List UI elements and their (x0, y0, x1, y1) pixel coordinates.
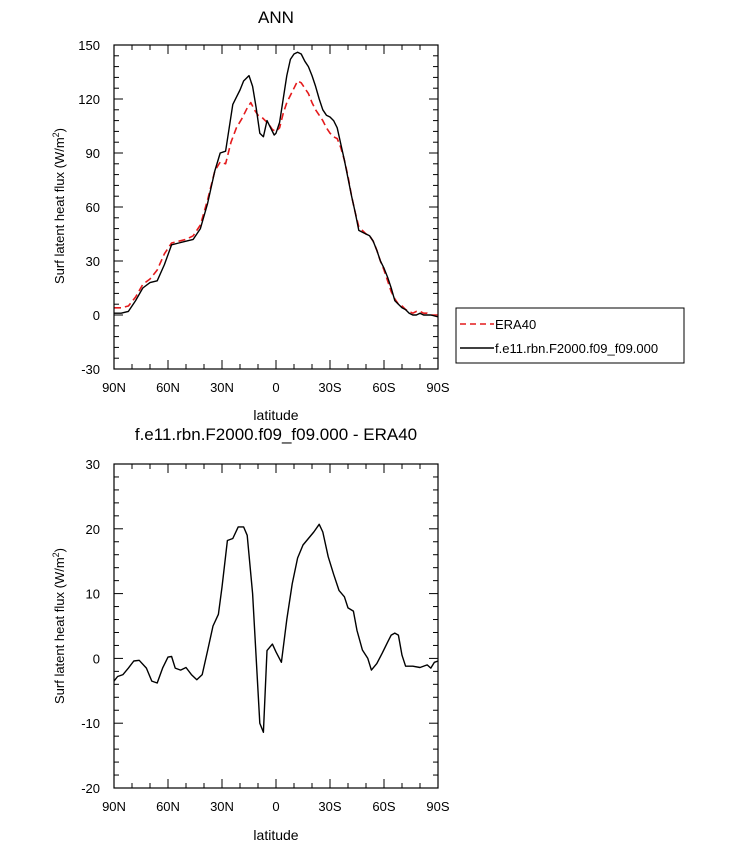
y-tick-label: 60 (86, 200, 100, 215)
plot-lines (114, 51, 439, 318)
axis-ticks (113, 44, 439, 370)
x-tick-label: 0 (272, 799, 279, 814)
y-axis-label-close: ) (52, 128, 67, 132)
x-tick-label: 90N (102, 380, 126, 395)
y-tick-labels: -20 -10 0 10 20 30 (81, 457, 100, 796)
y-tick-label: 20 (86, 522, 100, 537)
series-line-difference (113, 523, 439, 733)
x-tick-labels: 90N 60N 30N 0 30S 60S 90S (102, 380, 450, 395)
chart-annual-mean: ANN Surf latent heat flux (W/m2) 90N 60N 3… (51, 8, 685, 423)
axis-ticks (113, 463, 439, 789)
chart-title: f.e11.rbn.F2000.f09_f09.000 - ERA40 (135, 425, 417, 444)
y-axis-label: Surf latent heat flux (W/m2) (51, 548, 67, 704)
y-tick-label: 10 (86, 587, 100, 602)
y-tick-label: 150 (78, 38, 100, 53)
y-axis-label: Surf latent heat flux (W/m2) (51, 128, 67, 284)
x-tick-label: 90N (102, 799, 126, 814)
y-tick-label: 30 (86, 254, 100, 269)
x-axis-label: latitude (253, 407, 298, 423)
plot-frame (113, 44, 439, 370)
y-tick-label: 120 (78, 92, 100, 107)
series-line-f-e11-rbn-f2000-f09-f09-000 (114, 51, 439, 318)
plot-lines (113, 523, 439, 733)
x-tick-label: 60N (156, 799, 180, 814)
series-line-era40 (114, 80, 438, 316)
y-tick-label: -30 (81, 362, 100, 377)
y-tick-label: 0 (93, 651, 100, 666)
x-tick-label: 30N (210, 380, 234, 395)
y-tick-label: 0 (93, 308, 100, 323)
y-axis-label-sup: 2 (51, 552, 61, 557)
plot-frame (113, 463, 439, 789)
legend: ERA40 f.e11.rbn.F2000.f09_f09.000 (455, 307, 685, 364)
x-tick-label: 0 (272, 380, 279, 395)
x-tick-label: 90S (426, 799, 449, 814)
y-tick-label: 90 (86, 146, 100, 161)
y-tick-label: -20 (81, 781, 100, 796)
x-tick-label: 30S (318, 799, 341, 814)
x-tick-labels: 90N 60N 30N 0 30S 60S 90S (102, 799, 450, 814)
x-tick-label: 60S (372, 380, 395, 395)
y-tick-label: -10 (81, 716, 100, 731)
y-axis-label-close: ) (52, 548, 67, 552)
legend-label-era40: ERA40 (495, 317, 536, 332)
x-tick-label: 30S (318, 380, 341, 395)
x-tick-label: 30N (210, 799, 234, 814)
x-tick-label: 90S (426, 380, 449, 395)
legend-box (455, 307, 685, 364)
x-tick-label: 60S (372, 799, 395, 814)
y-tick-labels: -30 0 30 60 90 120 150 (78, 38, 100, 377)
chart-difference: f.e11.rbn.F2000.f09_f09.000 - ERA40 Surf… (51, 425, 450, 843)
legend-label-model: f.e11.rbn.F2000.f09_f09.000 (495, 341, 658, 356)
chart-title: ANN (258, 8, 294, 27)
y-axis-label-text: Surf latent heat flux (W/m (52, 557, 67, 704)
y-axis-label-sup: 2 (51, 132, 61, 137)
y-axis-label-text: Surf latent heat flux (W/m (52, 137, 67, 284)
y-tick-label: 30 (86, 457, 100, 472)
x-tick-label: 60N (156, 380, 180, 395)
x-axis-label: latitude (253, 827, 298, 843)
